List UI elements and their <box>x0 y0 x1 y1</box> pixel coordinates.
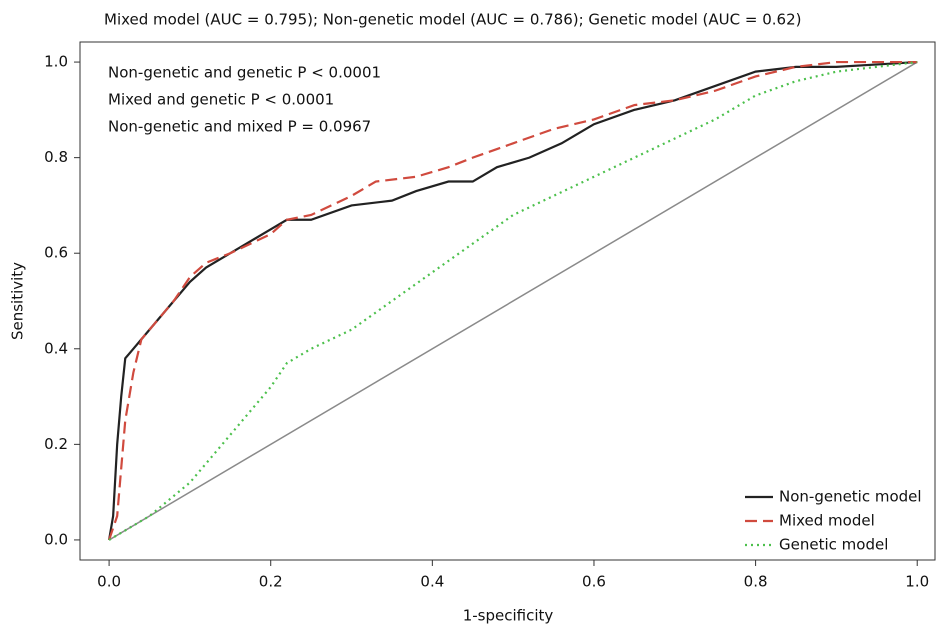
y-tick-label: 0.8 <box>44 148 68 166</box>
chart-title: Mixed model (AUC = 0.795); Non-genetic m… <box>104 11 801 29</box>
y-tick-label: 0.4 <box>44 339 68 357</box>
x-tick-label: 0.2 <box>259 573 283 591</box>
plot-frame <box>79 41 936 561</box>
reference-line <box>108 61 918 541</box>
x-tick-label: 0.8 <box>744 573 768 591</box>
y-axis-label: Sensitivity <box>9 262 27 340</box>
legend-label: Non-genetic model <box>779 488 922 506</box>
roc-curve <box>108 60 918 541</box>
y-tick-label: 0.6 <box>44 244 68 262</box>
x-tick-label: 0.0 <box>97 573 121 591</box>
legend-label: Mixed model <box>779 512 875 530</box>
x-tick-label: 1.0 <box>905 573 929 591</box>
roc-curve <box>108 60 918 541</box>
x-tick-label: 0.4 <box>420 573 444 591</box>
x-axis-label: 1-specificity <box>463 607 554 625</box>
annotation: Non-genetic and mixed P = 0.0967 <box>108 118 371 136</box>
annotation: Non-genetic and genetic P < 0.0001 <box>108 64 381 82</box>
y-tick-label: 0.0 <box>44 530 68 548</box>
annotation: Mixed and genetic P < 0.0001 <box>108 91 334 109</box>
y-tick-label: 0.2 <box>44 435 68 453</box>
y-tick-label: 1.0 <box>44 53 68 71</box>
legend-label: Genetic model <box>779 536 888 554</box>
x-tick-label: 0.6 <box>582 573 606 591</box>
